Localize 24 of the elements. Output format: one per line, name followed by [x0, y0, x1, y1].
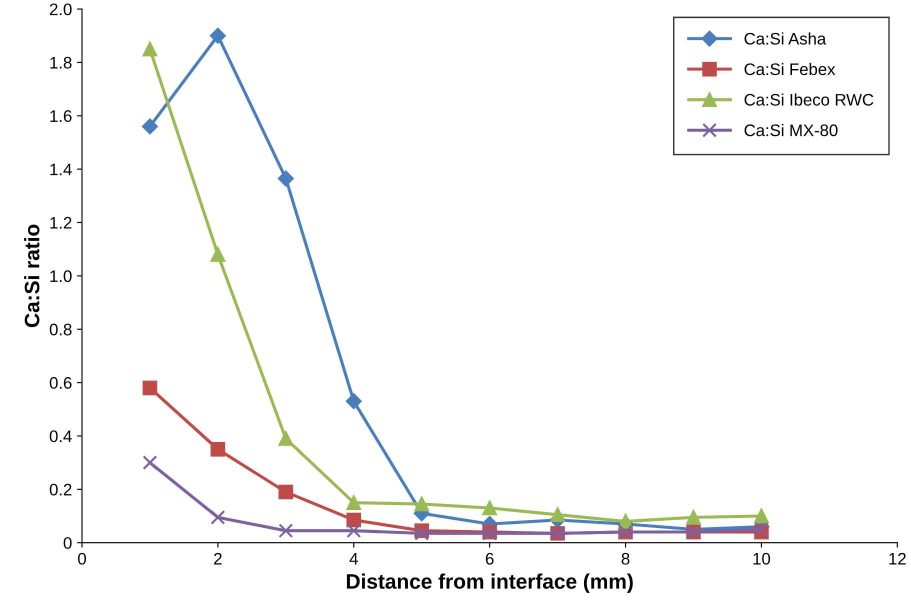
y-tick-label: 2.0 — [50, 3, 72, 16]
legend-label: Ca:Si Asha — [744, 32, 826, 45]
y-tick-label: 0.8 — [50, 324, 72, 336]
y-tick-label: 1.8 — [50, 56, 72, 69]
legend-label: Ca:Si MX-80 — [744, 124, 838, 136]
x-tick-label: 0 — [78, 552, 86, 565]
y-tick-label: 1.0 — [50, 270, 72, 282]
x-tick-label: 12 — [889, 552, 906, 564]
x-tick-label: 8 — [622, 552, 630, 565]
x-tick-label: 4 — [350, 553, 358, 564]
y-tick-label: 0.6 — [50, 377, 72, 389]
y-axis-title: Ca:Si ratio — [24, 224, 40, 328]
y-tick-label: 1.6 — [50, 110, 72, 122]
y-tick-label: 0 — [64, 537, 72, 549]
legend-label: Ca:Si Ibeco RWC — [744, 93, 874, 106]
x-tick-label: 6 — [486, 552, 494, 565]
y-tick-label: 1.2 — [50, 216, 72, 229]
y-tick-label: 0.4 — [50, 430, 72, 442]
x-tick-label: 2 — [214, 552, 222, 564]
x-tick-label: 10 — [753, 552, 770, 565]
y-tick-label: 1.4 — [50, 164, 72, 176]
y-tick-label: 0.2 — [50, 484, 72, 496]
legend-label: Ca:Si Febex — [744, 62, 836, 76]
x-axis-title: Distance from interface (mm) — [346, 574, 633, 593]
